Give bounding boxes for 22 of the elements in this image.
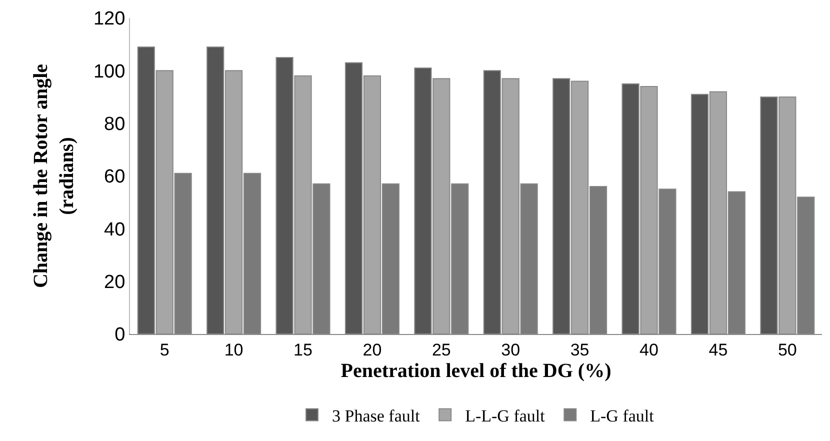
y-axis-title: Change in the Rotor angle (radians) xyxy=(30,64,78,288)
x-tick-label: 20 xyxy=(362,340,382,360)
x-tick-label: 15 xyxy=(294,340,312,360)
x-axis-title: Penetration level of the DG (%) xyxy=(340,360,612,382)
x-tick-label: 10 xyxy=(224,340,244,360)
y-tick-label: 40 xyxy=(104,219,126,240)
x-tick-label: 45 xyxy=(708,340,728,360)
legend-label: L-G fault xyxy=(590,406,654,426)
x-tick-label: 30 xyxy=(501,340,520,360)
y-tick-label: 120 xyxy=(93,8,126,30)
x-tick-label: 35 xyxy=(570,340,590,360)
y-tick-label: 100 xyxy=(93,61,126,82)
legend-label: 3 Phase fault xyxy=(332,406,420,426)
y-tick-label: 0 xyxy=(114,324,126,346)
x-tick-label: 5 xyxy=(160,340,170,360)
x-tick-label: 50 xyxy=(778,340,797,360)
legend-label: L-L-G fault xyxy=(465,406,546,426)
y-tick-label: 20 xyxy=(104,272,126,293)
x-tick-label: 40 xyxy=(640,340,658,360)
y-tick-label: 60 xyxy=(104,166,126,188)
y-tick-label: 80 xyxy=(104,114,126,135)
x-tick-label: 25 xyxy=(432,340,451,360)
